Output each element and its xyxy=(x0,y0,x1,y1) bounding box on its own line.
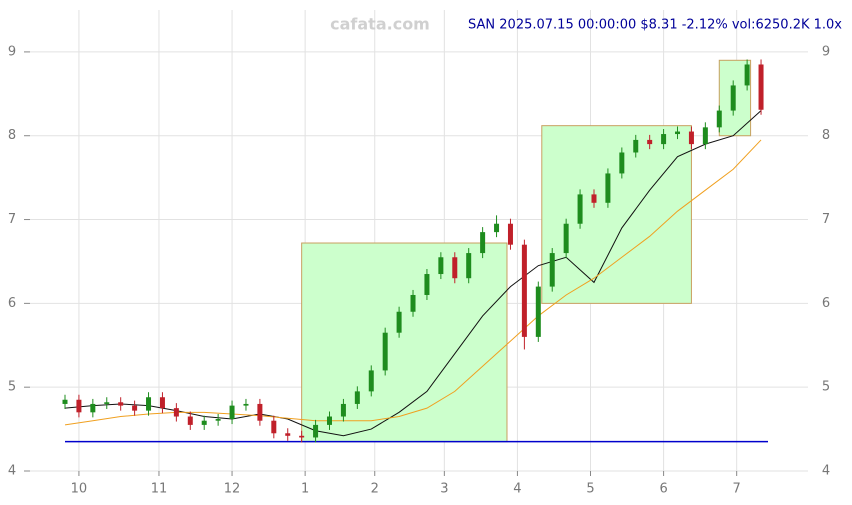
x-tick-label: 1 xyxy=(301,482,309,497)
candle-body xyxy=(340,403,346,417)
y-tick-label: 8 xyxy=(8,128,16,143)
candle-body xyxy=(494,223,500,233)
candle-body xyxy=(535,286,541,337)
candle-body xyxy=(591,194,597,203)
candle-body xyxy=(271,420,277,434)
candle-body xyxy=(90,403,96,413)
candle-body xyxy=(549,253,555,287)
chart-header: SAN 2025.07.15 00:00:00 $8.31 -2.12% vol… xyxy=(468,18,842,33)
y-tick-label: 5 xyxy=(8,380,16,395)
candle-body xyxy=(354,391,360,404)
candle-body xyxy=(438,257,444,275)
candle-body xyxy=(730,85,736,111)
candle-body xyxy=(229,405,235,420)
y-tick-label-right: 5 xyxy=(822,380,830,395)
candle-body xyxy=(619,152,625,174)
y-tick-label: 7 xyxy=(8,212,16,227)
candle-body xyxy=(702,127,708,145)
candle-body xyxy=(201,420,207,425)
candle-body xyxy=(675,131,681,135)
candle-body xyxy=(466,253,472,279)
candle-body xyxy=(605,173,611,203)
x-tick-label: 12 xyxy=(224,482,241,497)
candle-body xyxy=(368,370,374,392)
candle-body xyxy=(716,110,722,128)
x-tick-label: 3 xyxy=(440,482,448,497)
candle-body xyxy=(146,397,152,411)
zone xyxy=(541,125,692,304)
candle-body xyxy=(257,403,263,421)
y-tick-label: 6 xyxy=(8,296,16,311)
y-tick-label: 4 xyxy=(8,464,16,479)
candle-body xyxy=(452,257,458,279)
candle-body xyxy=(480,232,486,254)
candle-body xyxy=(688,131,694,145)
moving-average xyxy=(64,110,762,437)
candle-body xyxy=(132,405,138,411)
candle-body xyxy=(744,64,750,86)
y-tick-label-right: 6 xyxy=(822,296,830,311)
moving-average xyxy=(64,139,762,426)
candle-body xyxy=(118,402,124,406)
candle-body xyxy=(633,139,639,153)
x-tick-label: 6 xyxy=(659,482,667,497)
candle-body xyxy=(313,424,319,438)
candle-body xyxy=(507,223,513,245)
y-tick-label-right: 4 xyxy=(822,464,830,479)
y-tick-label: 9 xyxy=(8,44,16,59)
x-tick-label: 5 xyxy=(586,482,594,497)
watermark: cafata.com xyxy=(330,15,430,34)
candle-body xyxy=(382,332,388,371)
candle-body xyxy=(521,244,527,337)
candle-body xyxy=(577,194,583,224)
candle-body xyxy=(563,223,569,254)
x-tick-label: 7 xyxy=(733,482,741,497)
candle-body xyxy=(285,433,291,436)
candle-body xyxy=(326,416,332,425)
candle-body xyxy=(410,294,416,312)
candle-body xyxy=(76,399,82,413)
candle-body xyxy=(243,403,249,406)
candle-body xyxy=(104,402,110,404)
x-tick-label: 10 xyxy=(71,482,88,497)
candle-body xyxy=(62,399,68,404)
candle-body xyxy=(647,139,653,145)
x-tick-label: 2 xyxy=(371,482,379,497)
y-tick-label-right: 9 xyxy=(822,44,830,59)
candle-body xyxy=(187,416,193,425)
candle-body xyxy=(396,311,402,333)
candle-body xyxy=(758,64,764,110)
candle-body xyxy=(661,134,667,145)
candle-body xyxy=(299,435,305,438)
candle-body xyxy=(424,274,430,295)
x-tick-label: 11 xyxy=(151,482,168,497)
x-tick-label: 4 xyxy=(513,482,521,497)
zone xyxy=(301,242,508,443)
candle-body xyxy=(159,397,165,409)
candle-body xyxy=(215,419,221,421)
candle-body xyxy=(173,408,179,417)
y-tick-label-right: 8 xyxy=(822,128,830,143)
y-tick-label-right: 7 xyxy=(822,212,830,227)
